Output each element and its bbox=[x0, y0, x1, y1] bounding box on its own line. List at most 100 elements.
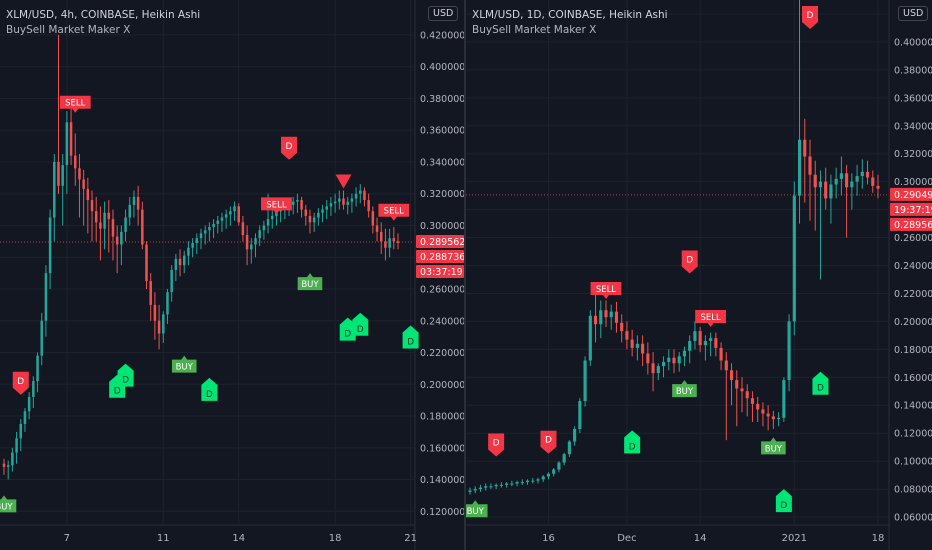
candle[interactable] bbox=[136, 185, 140, 226]
d-up-signal[interactable]: D bbox=[117, 363, 134, 387]
d-up-signal[interactable]: D bbox=[624, 430, 641, 454]
d-up-signal[interactable]: D bbox=[352, 312, 369, 336]
candle[interactable] bbox=[578, 398, 582, 434]
candle[interactable] bbox=[317, 208, 320, 226]
candle[interactable] bbox=[604, 300, 608, 327]
candle[interactable] bbox=[291, 196, 295, 215]
candle[interactable] bbox=[162, 311, 165, 343]
d-down-signal[interactable]: D bbox=[681, 250, 698, 274]
pane-divider[interactable] bbox=[464, 0, 466, 550]
candle[interactable] bbox=[82, 169, 85, 226]
candle[interactable] bbox=[541, 475, 545, 483]
candle[interactable] bbox=[199, 228, 203, 250]
candle[interactable] bbox=[250, 238, 253, 264]
candle[interactable] bbox=[86, 177, 90, 234]
candle[interactable] bbox=[672, 349, 676, 374]
candle[interactable] bbox=[761, 402, 765, 427]
candle[interactable] bbox=[375, 217, 379, 242]
candle[interactable] bbox=[546, 472, 551, 480]
candle[interactable] bbox=[245, 225, 249, 266]
candle[interactable] bbox=[505, 482, 509, 488]
candle[interactable] bbox=[338, 190, 341, 210]
candle[interactable] bbox=[296, 193, 299, 213]
candle[interactable] bbox=[342, 190, 345, 210]
candle[interactable] bbox=[23, 408, 27, 432]
candle[interactable] bbox=[325, 200, 329, 220]
candle[interactable] bbox=[719, 342, 723, 371]
symbol-title-right[interactable]: XLM/USD, 1D, COINBASE, Heikin Ashi bbox=[472, 9, 668, 21]
candle[interactable] bbox=[478, 484, 483, 492]
candle[interactable] bbox=[350, 193, 354, 213]
price-badge[interactable]: 0.288736 bbox=[416, 250, 464, 264]
candle[interactable] bbox=[797, 0, 802, 224]
candle[interactable] bbox=[262, 220, 266, 240]
candle[interactable] bbox=[396, 233, 400, 250]
candle[interactable] bbox=[536, 477, 540, 484]
candle[interactable] bbox=[839, 156, 843, 196]
d-down-signal[interactable]: D bbox=[281, 136, 298, 160]
candle[interactable] bbox=[388, 228, 391, 258]
candle[interactable] bbox=[2, 458, 6, 475]
candle[interactable] bbox=[473, 486, 477, 494]
candle[interactable] bbox=[48, 209, 52, 289]
candle[interactable] bbox=[599, 300, 603, 339]
candle[interactable] bbox=[233, 201, 236, 221]
candle[interactable] bbox=[182, 250, 186, 274]
candle[interactable] bbox=[834, 167, 838, 199]
candle[interactable] bbox=[515, 480, 519, 487]
candle[interactable] bbox=[65, 111, 69, 194]
candle[interactable] bbox=[499, 482, 503, 488]
candle[interactable] bbox=[620, 314, 624, 343]
sell-signal-label[interactable]: SELL bbox=[378, 203, 410, 221]
price-badge[interactable]: 0.289562 bbox=[416, 235, 464, 249]
d-up-signal[interactable]: D bbox=[812, 371, 829, 395]
currency-button-right[interactable]: USD bbox=[898, 6, 929, 21]
candle[interactable] bbox=[714, 332, 718, 357]
candle[interactable] bbox=[777, 412, 781, 427]
candle[interactable] bbox=[371, 206, 375, 234]
candle[interactable] bbox=[860, 159, 864, 189]
candle[interactable] bbox=[484, 483, 488, 491]
candle[interactable] bbox=[688, 335, 692, 364]
sell-signal-label[interactable]: SELL bbox=[261, 197, 292, 215]
candle[interactable] bbox=[766, 405, 770, 431]
buy-signal-label[interactable]: BUY bbox=[0, 495, 17, 512]
candle[interactable] bbox=[145, 241, 148, 289]
buy-signal-label[interactable]: BUY bbox=[466, 500, 488, 517]
d-up-signal[interactable]: D bbox=[402, 325, 419, 349]
candle[interactable] bbox=[237, 203, 240, 226]
candle[interactable] bbox=[36, 352, 39, 393]
candle[interactable] bbox=[735, 370, 739, 427]
candle[interactable] bbox=[557, 461, 561, 473]
d-up-signal[interactable]: D bbox=[775, 489, 792, 513]
candle[interactable] bbox=[818, 170, 823, 280]
candle[interactable] bbox=[19, 419, 23, 451]
candle[interactable] bbox=[525, 479, 530, 485]
candle[interactable] bbox=[32, 376, 35, 409]
candle[interactable] bbox=[367, 193, 370, 218]
candle[interactable] bbox=[354, 187, 358, 207]
candle[interactable] bbox=[531, 477, 535, 484]
candle[interactable] bbox=[132, 190, 136, 218]
candle[interactable] bbox=[698, 326, 702, 353]
candle[interactable] bbox=[729, 363, 734, 406]
sell-signal-label[interactable]: SELL bbox=[590, 282, 622, 300]
candle[interactable] bbox=[703, 335, 707, 361]
candle[interactable] bbox=[808, 139, 812, 221]
candle[interactable] bbox=[15, 431, 18, 464]
candle[interactable] bbox=[157, 304, 161, 350]
candle[interactable] bbox=[824, 167, 828, 210]
candle[interactable] bbox=[865, 160, 870, 185]
candle[interactable] bbox=[141, 201, 144, 250]
buy-signal-label[interactable]: BUY bbox=[297, 273, 323, 291]
candle[interactable] bbox=[69, 106, 73, 166]
price-badge[interactable]: 0.290497 bbox=[890, 187, 932, 201]
candle[interactable] bbox=[630, 329, 634, 357]
candle[interactable] bbox=[191, 238, 194, 258]
d-up-signal[interactable]: D bbox=[339, 317, 356, 341]
candle[interactable] bbox=[78, 154, 81, 218]
candle[interactable] bbox=[693, 321, 697, 350]
candle[interactable] bbox=[552, 468, 556, 477]
candle[interactable] bbox=[6, 460, 10, 480]
candle[interactable] bbox=[99, 206, 102, 261]
